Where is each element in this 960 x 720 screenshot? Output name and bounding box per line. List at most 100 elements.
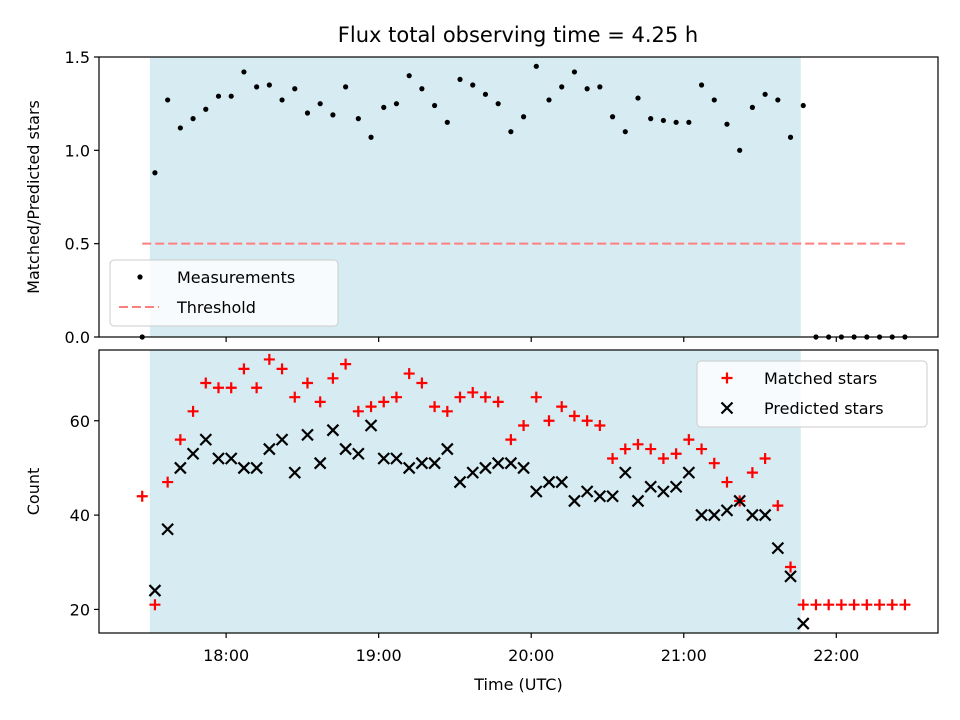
- measurement-point: [800, 102, 806, 109]
- predicted-point: [428, 456, 441, 470]
- matched-point: [390, 391, 402, 403]
- matched-point: [365, 401, 377, 413]
- y-tick-label: 1.5: [65, 48, 90, 67]
- predicted-point: [555, 475, 568, 489]
- measurement-point: [177, 125, 183, 131]
- measurement-point: [317, 101, 323, 107]
- matched-point: [581, 415, 593, 427]
- measurement-point: [622, 129, 628, 135]
- predicted-point: [784, 570, 797, 583]
- measurement-point: [635, 95, 641, 101]
- predicted-point: [288, 466, 302, 479]
- y-tick-label: 40: [70, 506, 90, 525]
- measurement-point: [737, 147, 743, 153]
- predicted-point: [758, 508, 772, 522]
- matched-point: [594, 419, 606, 431]
- predicted-point: [657, 485, 670, 498]
- matched-point: [568, 410, 580, 422]
- predicted-point: [491, 456, 505, 470]
- legend-label: Predicted stars: [764, 399, 884, 418]
- measurement-point: [279, 97, 285, 103]
- x-tick-label: 20:00: [508, 646, 554, 665]
- matched-point: [492, 396, 504, 408]
- x-axis-label: Time (UTC): [473, 675, 562, 694]
- measurement-point: [241, 69, 247, 75]
- matched-point: [645, 443, 657, 455]
- measurement-point: [648, 116, 654, 122]
- matched-point: [746, 467, 758, 479]
- measurement-point: [266, 82, 272, 88]
- measurement-point: [292, 86, 298, 92]
- axes-frame: [98, 349, 939, 634]
- measurement-point: [787, 134, 794, 140]
- matched-point: [187, 405, 199, 417]
- predicted-point: [568, 494, 581, 508]
- matched-point: [212, 382, 224, 394]
- matched-point: [441, 405, 453, 417]
- matched-point: [378, 396, 390, 408]
- predicted-point: [212, 452, 225, 465]
- matched-point: [861, 599, 873, 611]
- measurement-point: [152, 170, 158, 176]
- legend-box: [109, 259, 339, 327]
- measurement-point: [520, 114, 527, 120]
- predicted-point: [390, 452, 403, 465]
- predicted-point: [364, 419, 378, 432]
- measurement-point: [508, 129, 514, 135]
- x-tick-label: 18:00: [203, 646, 249, 665]
- predicted-point: [695, 508, 708, 522]
- measurement-point: [597, 84, 603, 90]
- matched-point: [251, 382, 263, 394]
- predicted-point: [301, 428, 314, 442]
- matched-point: [162, 476, 174, 488]
- measurement-point: [673, 119, 679, 125]
- predicted-point: [339, 442, 352, 456]
- measurement-point: [457, 76, 463, 82]
- y-tick-label: 60: [70, 412, 90, 431]
- chart-title: Flux total observing time = 4.25 h: [338, 23, 698, 47]
- legend-label: Measurements: [177, 268, 295, 287]
- matched-point: [721, 476, 733, 488]
- y-tick-label: 0.5: [65, 235, 90, 254]
- predicted-point: [771, 541, 785, 555]
- predicted-point: [707, 508, 721, 522]
- predicted-point: [733, 494, 746, 508]
- measurement-point: [711, 97, 717, 103]
- matched-point: [479, 391, 491, 403]
- predicted-point: [720, 504, 734, 517]
- matched-point: [619, 443, 631, 455]
- measurement-point: [559, 84, 565, 90]
- measurement-point: [724, 121, 730, 127]
- x-tick-label: 22:00: [813, 646, 859, 665]
- measurement-point: [254, 84, 260, 90]
- measurement-point: [406, 73, 412, 79]
- legend-label: Threshold: [176, 298, 256, 317]
- measurement-point: [495, 101, 501, 107]
- predicted-point: [453, 475, 467, 489]
- matched-point: [785, 561, 797, 573]
- predicted-point: [326, 423, 340, 437]
- matched-point: [149, 599, 161, 611]
- matched-point: [238, 363, 250, 375]
- matched-point: [340, 358, 352, 370]
- matched-point: [174, 434, 186, 446]
- predicted-point: [148, 584, 162, 597]
- matched-point: [823, 599, 835, 611]
- measurement-point: [660, 117, 667, 124]
- matched-point: [403, 368, 415, 380]
- predicted-point: [415, 456, 429, 470]
- bottom-panel: 20 40 60 18:00 19:00 20:00 21:00 22:00 Count Time…: [24, 349, 939, 694]
- measurement-point: [482, 91, 489, 97]
- x-tick-label: 21:00: [661, 646, 707, 665]
- predicted-point: [199, 433, 213, 446]
- measurement-point: [190, 116, 196, 122]
- predicted-point: [517, 461, 530, 475]
- y-axis-label: Count: [24, 468, 43, 516]
- matched-point: [454, 391, 466, 403]
- y-axis-label: Matched/Predicted stars: [24, 100, 43, 294]
- measurement-point: [762, 91, 768, 97]
- predicted-point: [669, 480, 683, 494]
- measurement-point: [368, 134, 374, 140]
- matched-point: [327, 372, 339, 384]
- measurement-point: [584, 86, 590, 92]
